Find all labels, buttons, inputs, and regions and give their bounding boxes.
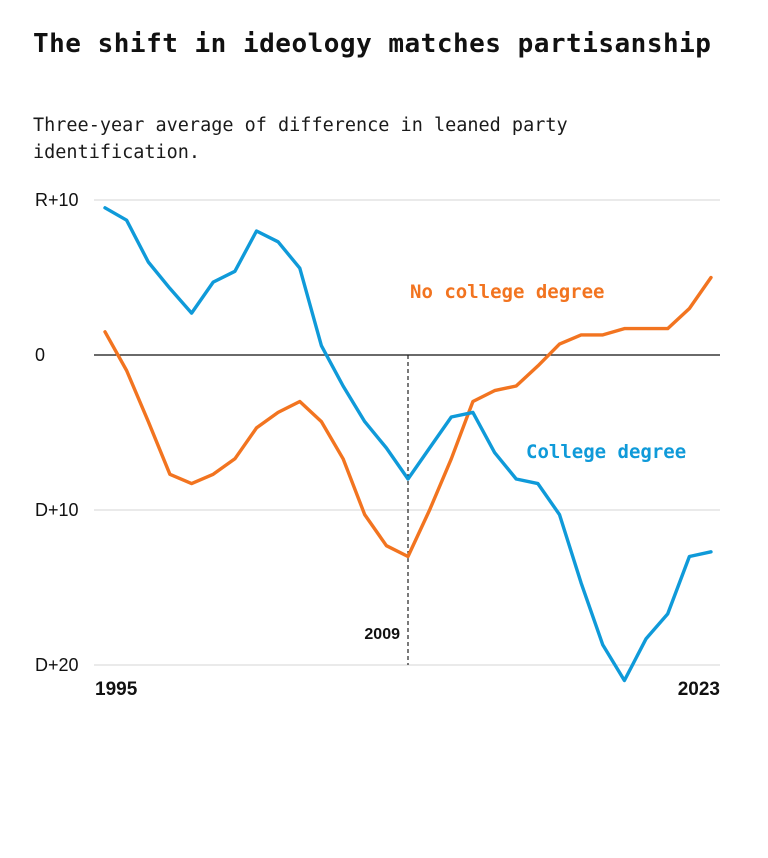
x-tick-label: 1995 — [95, 679, 138, 700]
series-lines — [103, 206, 713, 683]
annotations: 2009 — [364, 355, 409, 665]
series-label-college-degree: College degree — [526, 441, 686, 463]
x-axis-ticks: 1995 2023 — [95, 679, 720, 700]
y-tick-label: R+10 — [35, 190, 79, 210]
y-tick-label: 0 — [35, 345, 45, 365]
series-label-no-college-degree: No college degree — [410, 281, 604, 303]
annotation-label-2009: 2009 — [364, 626, 400, 643]
gridlines — [94, 199, 720, 666]
x-tick-label: 2023 — [678, 679, 720, 700]
y-tick-label: D+20 — [35, 655, 79, 675]
chart-subtitle: Three-year average of difference in lean… — [33, 115, 568, 163]
series-line-no-college-degree — [103, 275, 713, 559]
y-tick-label: D+10 — [35, 500, 79, 520]
chart-title: The shift in ideology matches partisansh… — [33, 29, 712, 59]
series-line-college-degree — [103, 206, 713, 683]
series-labels: College degree No college degree — [410, 281, 686, 463]
y-axis-ticks: R+10 0 D+10 D+20 — [35, 190, 79, 675]
